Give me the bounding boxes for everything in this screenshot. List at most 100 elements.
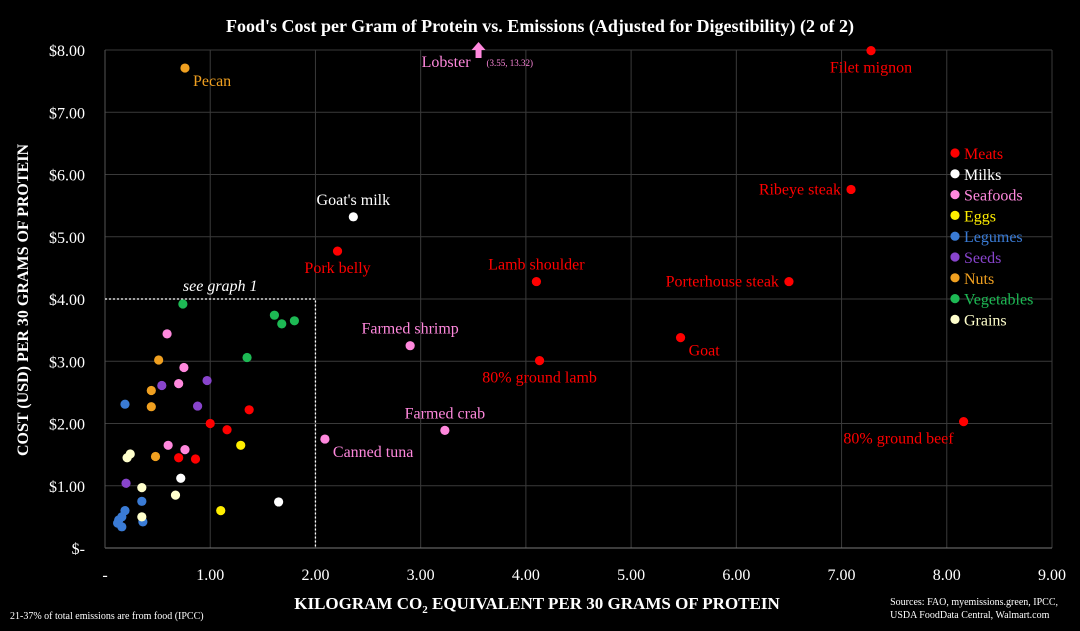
legend-label: Meats — [964, 146, 1003, 163]
data-point-meats — [190, 454, 201, 464]
x-tick-label: 2.00 — [301, 567, 329, 584]
legend: Meats Milks Seafoods Eggs Legumes Seeds Nuts Ve… — [950, 146, 1033, 329]
data-point-seafoods — [440, 425, 450, 435]
data-point-meats — [205, 418, 215, 429]
data-point-legumes — [117, 522, 127, 532]
legend-marker — [950, 252, 960, 262]
legend-label: Milks — [964, 167, 1001, 184]
data-point-eggs — [236, 440, 246, 450]
point-label: Goat's milk — [317, 192, 391, 209]
data-point-meats — [222, 425, 232, 435]
data-point-meats — [784, 276, 794, 287]
data-point-meats — [866, 46, 876, 56]
data-point-milks — [274, 497, 284, 507]
offscale-label: Lobster — [422, 54, 472, 71]
legend-label: Vegetables — [964, 292, 1033, 309]
data-point-vegetables — [277, 319, 287, 329]
data-point-meats — [174, 453, 184, 463]
x-tick-label: 1.00 — [196, 567, 224, 584]
y-tick-label: $8.00 — [49, 43, 85, 60]
legend-label: Seafoods — [964, 188, 1023, 205]
point-label: Lamb shoulder — [488, 257, 585, 274]
sources-line-2: USDA FoodData Central, Walmart.com — [890, 610, 1050, 621]
data-point-seafoods — [174, 379, 184, 389]
data-point-nuts — [180, 63, 190, 73]
data-point-grains — [170, 490, 181, 500]
y-tick-label: $6.00 — [49, 168, 85, 185]
data-point-nuts — [146, 385, 156, 396]
data-point-vegetables — [242, 352, 252, 363]
x-tick-label: 9.00 — [1038, 567, 1066, 584]
legend-marker — [950, 210, 960, 220]
data-point-legumes — [120, 399, 130, 409]
point-label: Canned tuna — [333, 444, 413, 461]
sources-note: Sources: FAO, myemissions.green, IPCC, U… — [890, 596, 1058, 622]
legend-label: Seeds — [964, 250, 1001, 267]
data-point-grains — [122, 453, 132, 463]
x-tick-label: 8.00 — [933, 567, 961, 584]
data-point-seafoods — [162, 329, 172, 339]
point-label: Porterhouse steak — [666, 274, 779, 291]
inset-box-outline — [105, 298, 317, 548]
point-label: Pork belly — [304, 260, 370, 277]
data-point-nuts — [154, 355, 164, 365]
data-point-meats — [332, 246, 343, 256]
footnote: 21-37% of total emissions are from food … — [10, 611, 204, 622]
data-point-seafoods — [405, 341, 415, 351]
point-label: 80% ground beef — [843, 431, 954, 448]
data-point-meats — [244, 405, 254, 415]
data-points — [113, 42, 969, 532]
y-tick-label: $7.00 — [49, 105, 85, 122]
y-tick-label: $4.00 — [49, 292, 85, 309]
data-point-vegetables — [289, 316, 299, 326]
y-tick-label: $5.00 — [49, 230, 85, 247]
chart-title: Food's Cost per Gram of Protein vs. Emis… — [226, 16, 854, 37]
data-point-vegetables — [269, 310, 280, 320]
gridlines — [105, 49, 1053, 548]
point-label: Filet mignon — [830, 60, 912, 77]
inset-box: see graph 1 — [105, 278, 317, 548]
legend-marker — [950, 294, 960, 304]
point-labels: Filet mignon Ribeye steak Pork belly Lamb s… — [193, 54, 954, 461]
legend-label: Nuts — [964, 271, 994, 288]
data-point-milks — [348, 212, 358, 222]
y-tick-label: $1.00 — [49, 479, 85, 496]
point-label: Farmed crab — [405, 405, 485, 422]
data-point-seeds — [192, 401, 203, 411]
inset-box-label: see graph 1 — [183, 278, 258, 295]
data-point-seeds — [121, 478, 131, 488]
point-label: Goat — [689, 343, 721, 360]
data-point-eggs — [216, 506, 226, 516]
y-axis-label: COST (USD) PER 30 GRAMS OF PROTEIN — [15, 144, 32, 456]
legend-label: Grains — [964, 312, 1007, 329]
legend-marker — [950, 169, 960, 179]
data-point-meats — [959, 417, 969, 427]
data-point-meats — [531, 276, 542, 287]
offscale-arrow — [471, 42, 486, 58]
x-tick-label: 3.00 — [407, 567, 435, 584]
legend-marker — [950, 273, 960, 283]
data-point-seeds — [157, 380, 167, 391]
y-tick-label: $2.00 — [49, 417, 85, 434]
data-point-meats — [846, 184, 856, 195]
data-point-seeds — [202, 375, 212, 386]
point-label: Farmed shrimp — [361, 321, 458, 338]
legend-marker — [950, 148, 960, 158]
data-point-nuts — [150, 451, 161, 462]
point-label: 80% ground lamb — [482, 370, 597, 387]
sources-line-1: Sources: FAO, myemissions.green, IPCC, — [890, 597, 1058, 608]
x-tick-label: - — [102, 567, 107, 584]
data-point-milks — [176, 473, 186, 483]
data-point-meats — [534, 356, 545, 366]
legend-label: Eggs — [964, 208, 996, 225]
x-tick-label: 5.00 — [617, 567, 645, 584]
x-tick-label: 7.00 — [828, 567, 856, 584]
x-tick-label: 4.00 — [512, 567, 540, 584]
legend-marker — [950, 314, 960, 324]
data-point-grains — [137, 512, 147, 522]
point-label: Ribeye steak — [759, 181, 841, 198]
point-label: Pecan — [193, 73, 231, 90]
data-point-seafoods — [179, 362, 189, 373]
offscale-coords: (3.55, 13.32) — [487, 58, 534, 68]
